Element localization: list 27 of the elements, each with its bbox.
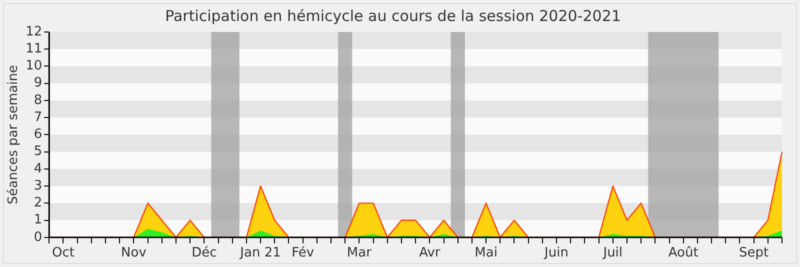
x-tick-label: Juin <box>544 246 568 261</box>
y-tick-label: 0 <box>34 230 42 245</box>
y-tick-label: 9 <box>34 76 42 91</box>
x-tick-label: Fév <box>292 246 314 261</box>
x-tick-label: Déc <box>192 246 217 261</box>
x-tick-label: Avr <box>419 246 441 261</box>
x-tick-label: Mar <box>346 246 372 261</box>
chart-title: Participation en hémicycle au cours de la session 2020-2021 <box>165 6 621 25</box>
x-tick-label: Nov <box>121 246 147 261</box>
x-tick-label: Oct <box>52 246 74 261</box>
x-tick-label: Sept <box>739 246 769 261</box>
x-tick-label: Mai <box>474 246 498 261</box>
x-tick-label: Juil <box>602 246 623 261</box>
x-tick-label: Août <box>668 246 698 261</box>
y-tick-label: 3 <box>34 178 42 194</box>
y-tick-label: 8 <box>34 92 42 108</box>
y-tick-label: 12 <box>26 24 42 40</box>
y-tick-label: 2 <box>34 196 42 211</box>
y-tick-label: 4 <box>34 161 42 176</box>
x-tick-label: Jan 21 <box>239 246 281 261</box>
y-tick-label: 5 <box>34 144 42 160</box>
y-tick-label: 1 <box>34 212 42 228</box>
y-tick-label: 7 <box>34 110 42 125</box>
y-axis-title: Séances par semaine <box>6 64 22 204</box>
y-tick-label: 6 <box>34 127 42 142</box>
y-tick-label: 10 <box>26 58 42 74</box>
y-tick-label: 11 <box>26 41 42 56</box>
